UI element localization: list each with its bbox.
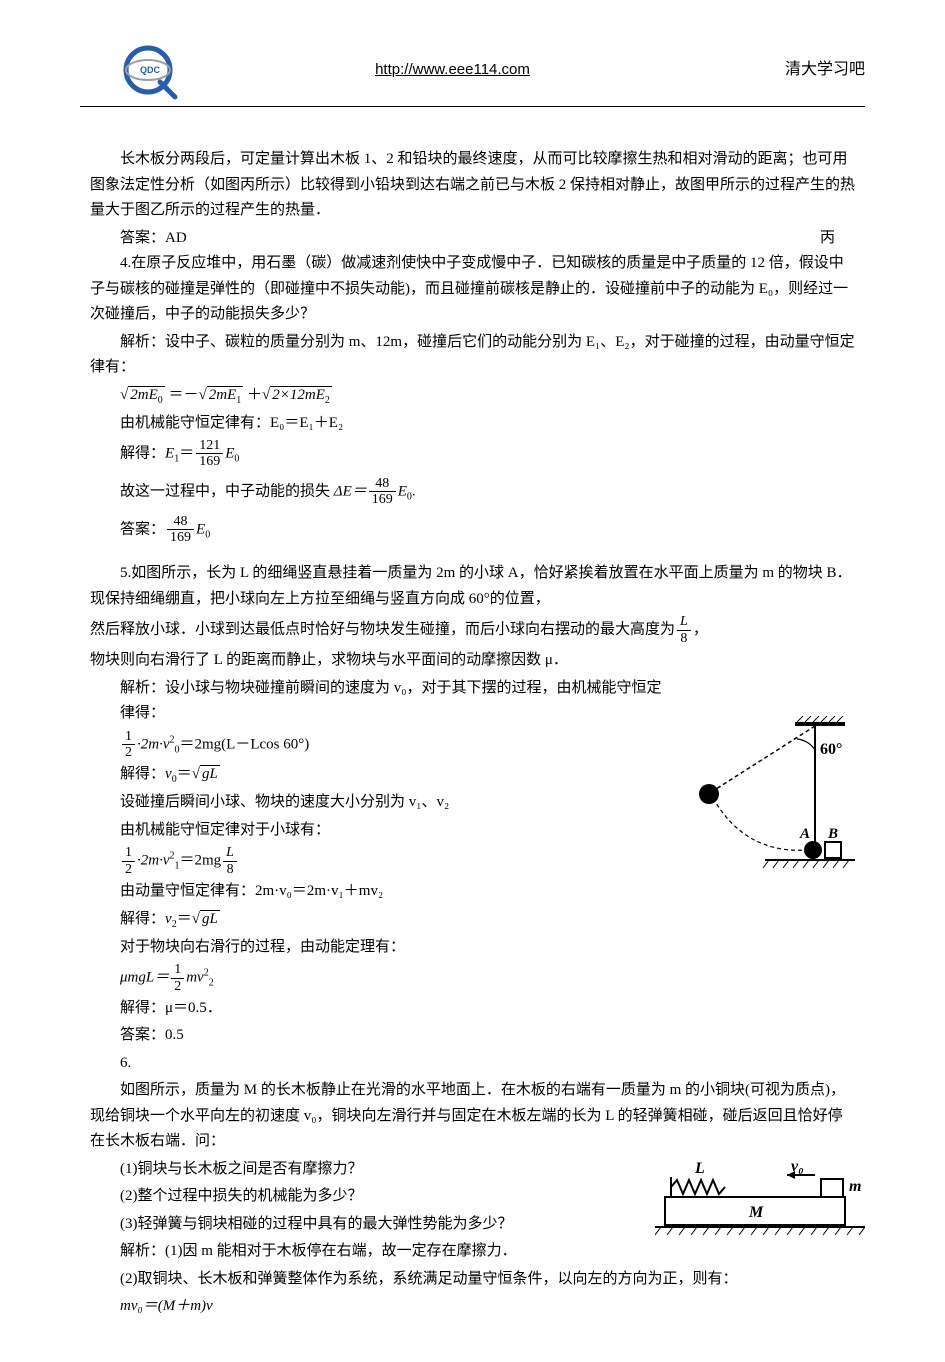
- q4-solution-2: 由机械能守恒定律有：E₀＝E₁＋E₂: [90, 411, 855, 437]
- q5-solution-2: 解得：v0＝√gL: [90, 762, 665, 788]
- q5-solution-3: 设碰撞后瞬间小球、物块的速度大小分别为 v₁、v₂: [90, 790, 665, 816]
- page: QDC http://www.eee114.com 清大学习吧 长木板分两段后，…: [0, 0, 945, 1362]
- q6-eq: mv₀＝(M＋m)v: [90, 1294, 855, 1320]
- intro-paragraph: 长木板分两段后，可定量计算出木板 1、2 和铅块的最终速度，从而可比较摩擦生热和…: [90, 147, 855, 224]
- q6-sub1: (1)铜块与长木板之间是否有摩擦力？: [90, 1157, 645, 1183]
- question-5a: 5.如图所示，长为 L 的细绳竖直悬挂着一质量为 2m 的小球 A，恰好紧挨着放…: [90, 561, 855, 612]
- q5-solution-4: 由机械能守恒定律对于小球有：: [90, 818, 665, 844]
- header-url[interactable]: http://www.eee114.com: [180, 57, 725, 83]
- question-5c: 物块则向右滑行了 L 的距离而静止，求物块与水平面间的动摩擦因数 μ．: [90, 648, 855, 674]
- question-4: 4.在原子反应堆中，用石墨（碳）做减速剂使快中子变成慢中子．已知碳核的质量是中子…: [90, 251, 855, 328]
- q4-eq1: √2mE0 ＝－√2mE1 ＋√2×12mE2: [90, 383, 855, 409]
- q5-solution-1: 解析：设小球与物块碰撞前瞬间的速度为 v₀，对于其下摆的过程，由机械能守恒定律得…: [90, 676, 665, 727]
- figure-5: 60° A B: [685, 716, 855, 876]
- angle-label: 60°: [820, 741, 842, 758]
- content: 长木板分两段后，可定量计算出木板 1、2 和铅块的最终速度，从而可比较摩擦生热和…: [80, 147, 865, 1320]
- q5-eq3: μmgL＝12mv22: [90, 962, 855, 994]
- q4-answer: 答案：48169E0: [90, 514, 855, 546]
- q4-solution-1: 解析：设中子、碳粒的质量分别为 m、12m，碰撞后它们的动能分别为 E₁、E₂，…: [90, 330, 855, 381]
- label-b: B: [827, 826, 838, 842]
- label-a: A: [799, 826, 810, 842]
- fig-label-c: 丙: [820, 226, 855, 252]
- header-brand: 清大学习吧: [725, 56, 865, 83]
- label-M: M: [748, 1204, 764, 1221]
- q5-solution-7: 对于物块向右滑行的过程，由动能定理有：: [90, 935, 855, 961]
- question-6a: 如图所示，质量为 M 的长木板静止在光滑的水平地面上．在木板的右端有一质量为 m…: [90, 1078, 855, 1155]
- q5-eq1: 12·2m·v20＝2mg(L－Lcos 60°): [90, 729, 665, 761]
- logo: QDC: [120, 40, 180, 100]
- logo-text: QDC: [140, 65, 161, 75]
- header-divider: [80, 106, 865, 107]
- page-header: QDC http://www.eee114.com 清大学习吧: [80, 40, 865, 100]
- q5-solution-6: 解得：v2＝√gL: [90, 907, 665, 933]
- answer-ad-row: 答案：AD 丙: [90, 226, 855, 252]
- q6-sub2: (2)整个过程中损失的机械能为多少？: [90, 1184, 645, 1210]
- q5-solution-8: 解得：μ＝0.5．: [90, 996, 855, 1022]
- q4-solution-3: 解得：E1＝121169E0: [90, 438, 855, 470]
- q5-solution-5: 由动量守恒定律有：2m·v₀＝2m·v₁＋mv₂: [90, 879, 665, 905]
- q6-solution-2: (2)取铜块、长木板和弹簧整体作为系统，系统满足动量守恒条件，以向左的方向为正，…: [90, 1267, 855, 1293]
- q6-sub3: (3)轻弹簧与铜块相碰的过程中具有的最大弹性势能为多少？: [90, 1212, 645, 1238]
- q6-body: L v₀ m M (1)铜块与长木板之间是否有摩擦力？ (2)整个过程中损失的机…: [90, 1157, 855, 1238]
- question-6-num: 6.: [90, 1051, 855, 1077]
- answer-ad: 答案：AD: [120, 226, 187, 252]
- question-5b: 然后释放小球．小球到达最低点时恰好与物块发生碰撞，而后小球向右摆动的最大高度为L…: [90, 614, 855, 646]
- q5-answer: 答案：0.5: [90, 1023, 855, 1049]
- label-L: L: [694, 1160, 705, 1177]
- label-m: m: [849, 1178, 861, 1195]
- figure-6: L v₀ m M: [655, 1157, 865, 1247]
- q4-solution-4: 故这一过程中，中子动能的损失 ΔE＝48169E0.: [90, 476, 855, 508]
- q5-eq2: 12·2m·v21＝2mgL8: [90, 845, 665, 877]
- label-v0: v₀: [791, 1158, 804, 1175]
- q5-body: 60° A B 解析：设小球与物块碰撞前瞬间的速度为 v₀，对于其下摆的过程，由…: [90, 676, 855, 933]
